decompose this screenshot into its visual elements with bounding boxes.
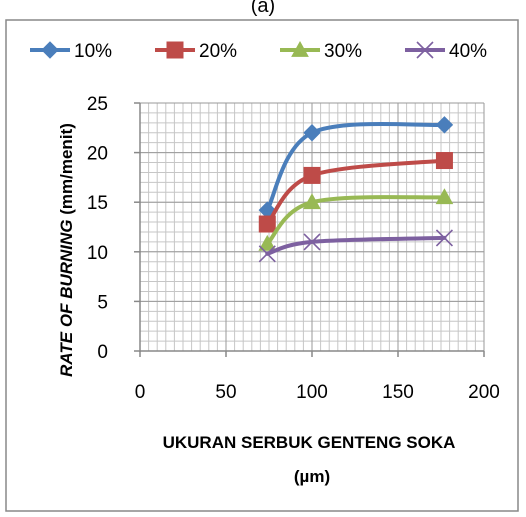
legend-label: 30% (324, 41, 362, 62)
y-tick-label: 15 (87, 193, 108, 214)
series-40pct (258, 229, 454, 263)
legend-item-20pct: 20% (155, 41, 237, 62)
legend-swatch-marker (416, 41, 434, 59)
data-point (303, 233, 321, 251)
data-point (435, 152, 453, 170)
y-axis-title: RATE OF BURNING (mm/menit) (57, 123, 76, 377)
y-axis-title-unit: (mm/menit) (57, 123, 76, 215)
series-10pct (258, 116, 454, 219)
legend-label: 10% (74, 41, 112, 62)
y-tick-label: 5 (97, 292, 108, 313)
series-20pct (258, 152, 453, 233)
legend-swatch-marker (166, 41, 184, 59)
series-line (265, 235, 447, 256)
x-tick-label: 100 (296, 382, 328, 403)
series-30pct (258, 188, 454, 251)
y-tick-label: 20 (87, 144, 108, 165)
data-point (303, 193, 321, 210)
legend-label: 40% (449, 41, 487, 62)
legend-label: 20% (199, 41, 237, 62)
x-tick-label: 200 (468, 382, 500, 403)
data-point (258, 245, 276, 263)
data-point (303, 124, 321, 142)
y-tick-label: 25 (87, 94, 108, 115)
data-point (258, 215, 276, 233)
legend-item-10pct: 10% (30, 41, 112, 62)
y-axis-title-main: RATE OF BURNING (57, 219, 76, 376)
data-point (258, 234, 277, 251)
data-point (435, 116, 454, 134)
x-axis-title: UKURAN SERBUK GENTENG SOKA (163, 433, 456, 452)
data-point (435, 229, 454, 247)
legend-swatch-marker (41, 41, 59, 59)
x-tick-label: 50 (215, 382, 236, 403)
plot-area: 0 5 10 15 20 25 0 50 100 150 200 10% 20% 30% 40% (30, 40, 500, 403)
data-point (435, 188, 454, 205)
legend-swatch-marker (291, 40, 309, 57)
y-tick-label: 0 (97, 342, 108, 363)
data-point (303, 166, 321, 184)
x-tick-label: 0 (135, 382, 146, 403)
y-tick-label: 10 (87, 243, 108, 264)
x-tick-label: 150 (382, 382, 414, 403)
legend-item-40pct: 40% (405, 41, 487, 62)
legend-item-30pct: 30% (280, 40, 362, 62)
x-axis-unit: (µm) (294, 467, 330, 486)
panel-label: (a) (251, 0, 275, 17)
